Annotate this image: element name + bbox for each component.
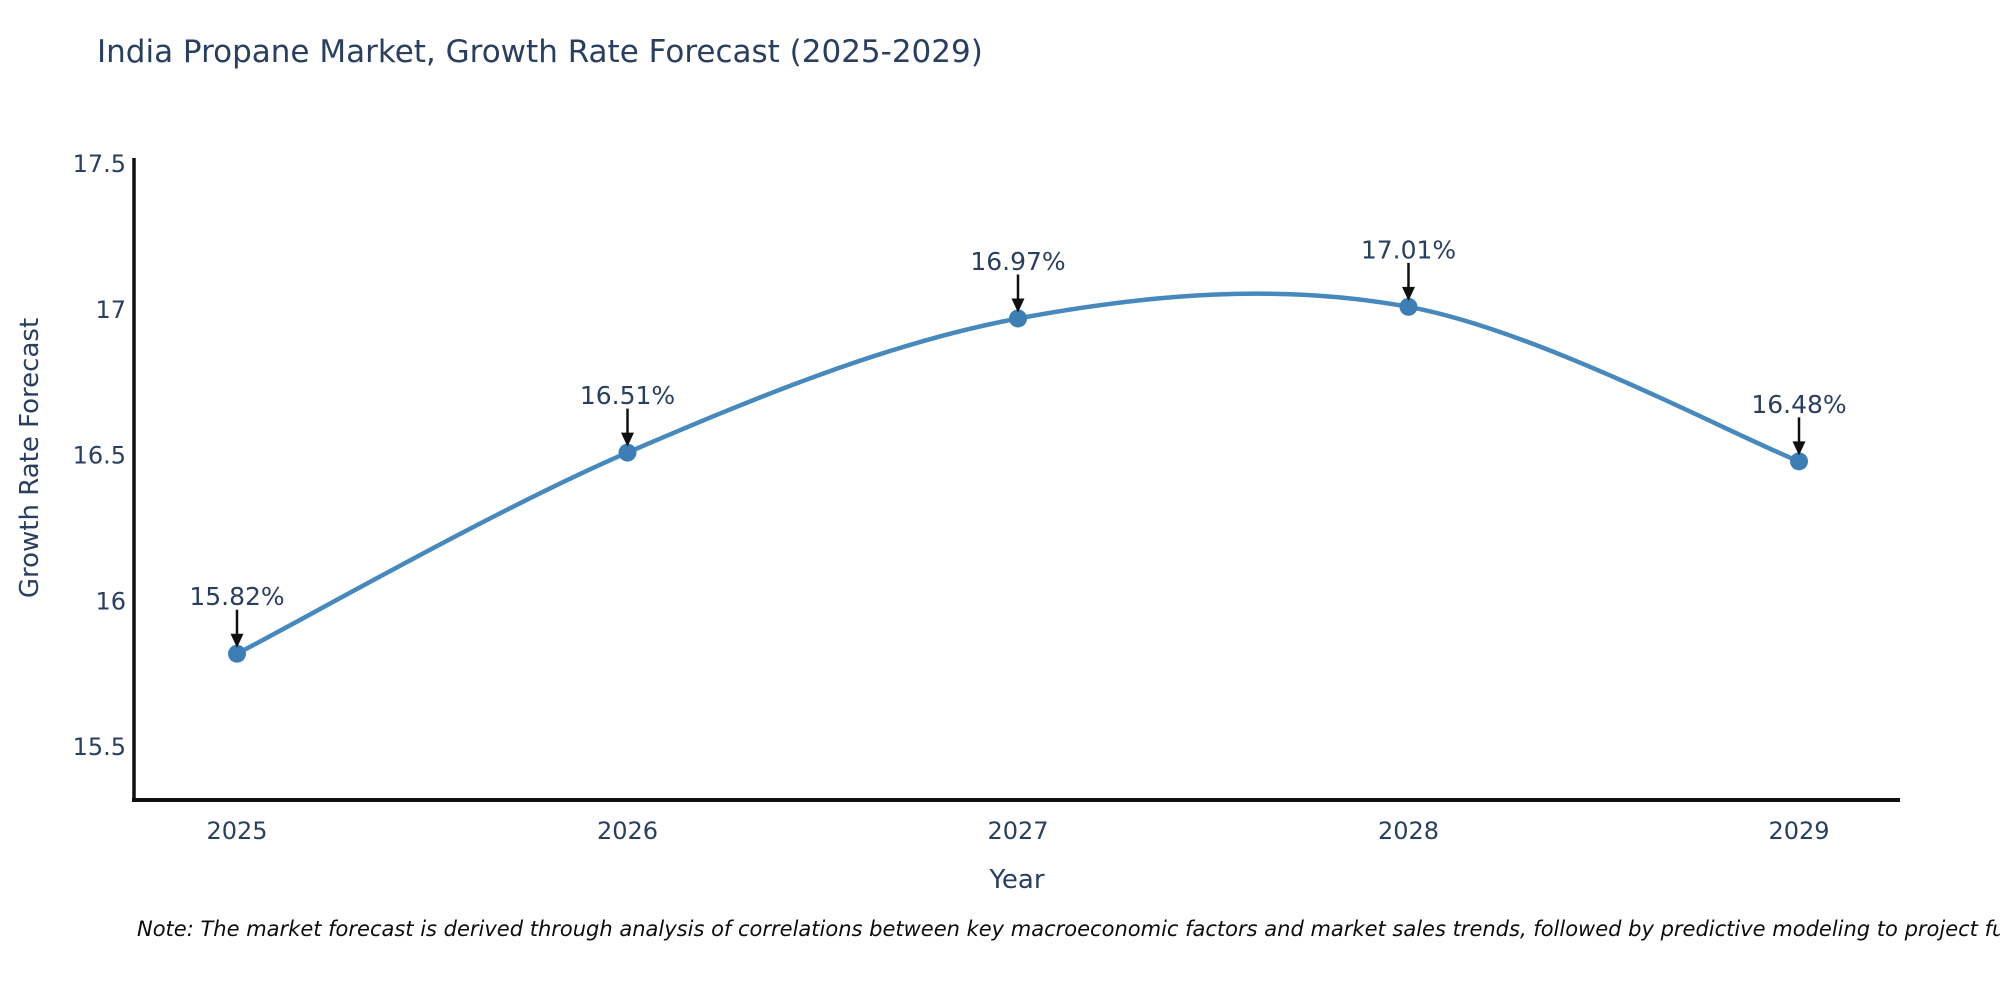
annotation-label: 16.97% [970, 247, 1065, 276]
annotation-label: 17.01% [1361, 235, 1456, 264]
x-tick-label: 2025 [206, 817, 267, 845]
x-tick-label: 2029 [1768, 817, 1829, 845]
x-tick-label: 2027 [987, 817, 1048, 845]
annotation-arrowhead [1792, 441, 1806, 456]
chart-title: India Propane Market, Growth Rate Foreca… [97, 34, 983, 70]
annotation-arrowhead [1402, 286, 1415, 301]
annotation-label: 16.48% [1751, 390, 1846, 419]
footnote: Note: The market forecast is derived thr… [137, 917, 2000, 941]
annotation-arrowhead [1011, 298, 1025, 313]
y-tick-label: 17.5 [73, 150, 126, 178]
annotation-label: 16.51% [580, 381, 675, 410]
data-point-marker [1399, 297, 1418, 316]
data-point-marker [1009, 309, 1027, 328]
y-tick-label: 15.5 [73, 733, 126, 761]
annotation-arrowhead [621, 432, 634, 447]
series-line [234, 291, 1802, 656]
x-tick-label: 2028 [1378, 817, 1439, 845]
y-tick-label: 17 [95, 296, 126, 324]
annotation-label: 15.82% [189, 582, 284, 611]
y-tick-label: 16 [95, 587, 126, 615]
x-axis-title: Year [988, 865, 1044, 895]
annotation-arrowhead [230, 633, 244, 648]
x-tick-label: 2026 [597, 817, 658, 845]
data-point-marker [1790, 452, 1808, 471]
y-tick-label: 16.5 [73, 442, 126, 470]
y-axis-title: Growth Rate Forecast [15, 318, 45, 598]
data-point-marker [228, 644, 246, 663]
data-point-marker [618, 443, 637, 462]
